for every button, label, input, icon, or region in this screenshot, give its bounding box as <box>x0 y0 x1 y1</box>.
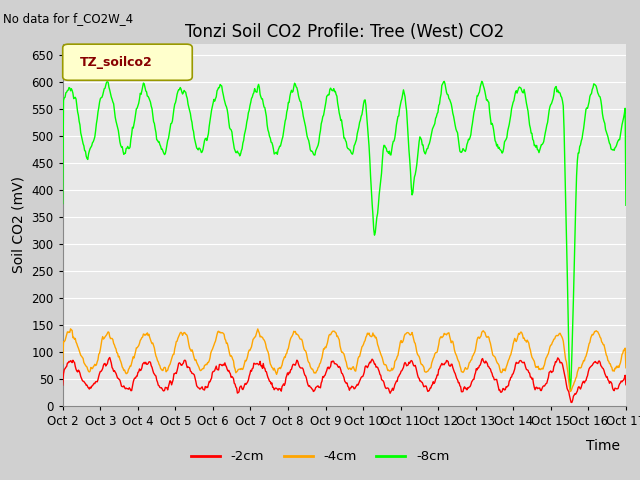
Title: Tonzi Soil CO2 Profile: Tree (West) CO2: Tonzi Soil CO2 Profile: Tree (West) CO2 <box>185 23 504 41</box>
Text: Time: Time <box>586 439 620 453</box>
Legend: -2cm, -4cm, -8cm: -2cm, -4cm, -8cm <box>186 445 454 468</box>
Text: TZ_soilco2: TZ_soilco2 <box>79 56 152 69</box>
Text: No data for f_CO2W_4: No data for f_CO2W_4 <box>3 12 133 25</box>
FancyBboxPatch shape <box>63 44 192 80</box>
Y-axis label: Soil CO2 (mV): Soil CO2 (mV) <box>12 176 26 274</box>
